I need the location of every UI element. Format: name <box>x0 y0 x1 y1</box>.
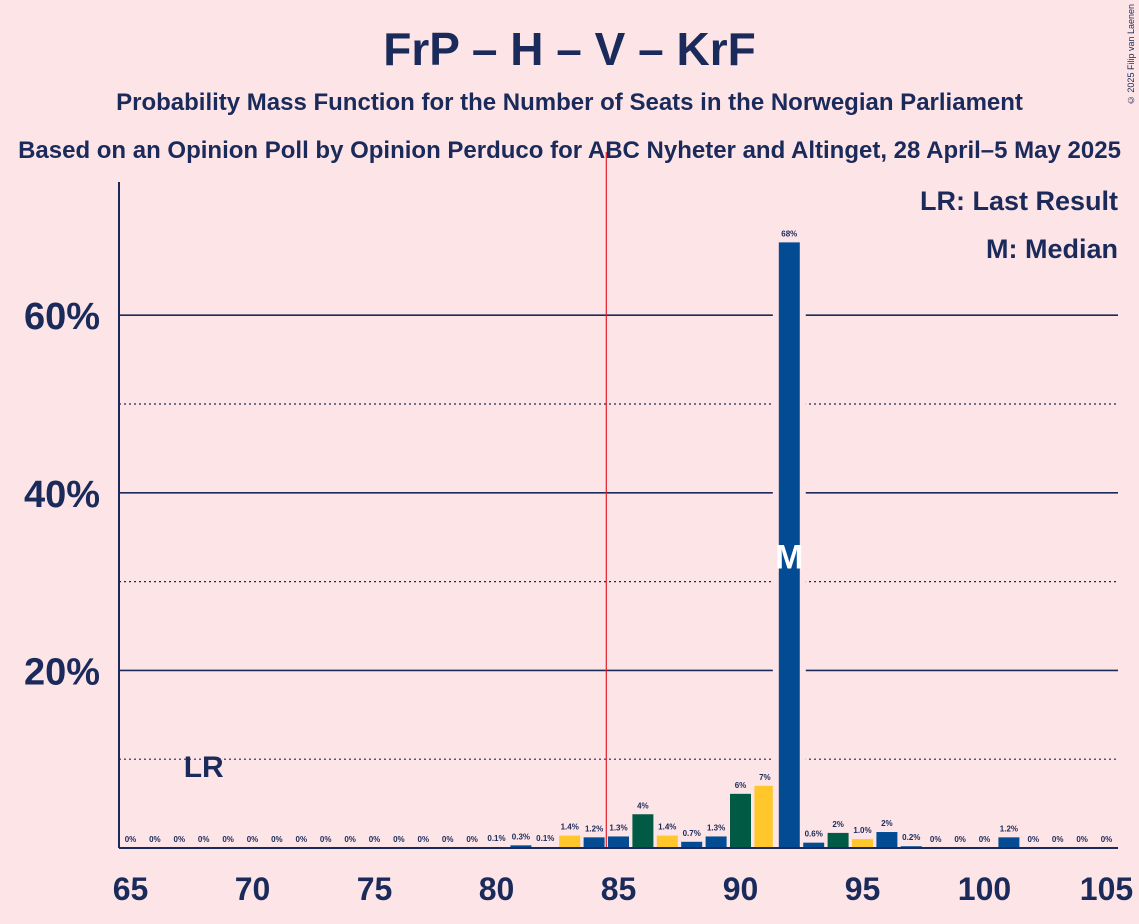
bar-label-seat-72: 0% <box>296 835 308 844</box>
bar-label-seat-100: 0% <box>979 835 991 844</box>
axes-group: 20% 40% 60% 65 70 75 80 85 90 95 100 105 <box>24 152 1133 907</box>
bar-label-seat-82: 0.1% <box>536 834 554 843</box>
bar-label-seat-66: 0% <box>149 835 161 844</box>
bar-seat-81 <box>510 845 532 848</box>
legend-median: M: Median <box>986 234 1118 264</box>
x-tick-label-70: 70 <box>235 871 271 907</box>
bar-label-seat-94: 2% <box>832 820 844 829</box>
bar-label-seat-86: 4% <box>637 801 649 810</box>
bar-label-seat-87: 1.4% <box>658 823 676 832</box>
bar-seat-88 <box>681 841 703 848</box>
bar-label-seat-104: 0% <box>1076 835 1088 844</box>
bar-seat-84 <box>583 837 605 848</box>
bar-seat-91 <box>754 785 776 848</box>
x-tick-label-75: 75 <box>357 871 393 907</box>
bars-group <box>486 240 1020 848</box>
bar-label-seat-99: 0% <box>954 835 966 844</box>
x-tick-label-85: 85 <box>601 871 637 907</box>
bar-label-seat-69: 0% <box>222 835 234 844</box>
median-marker: M <box>775 538 803 576</box>
bar-seat-86 <box>632 814 654 848</box>
bar-label-seat-89: 1.3% <box>707 823 725 832</box>
bar-seat-94 <box>827 832 849 848</box>
x-tick-label-100: 100 <box>958 871 1011 907</box>
bar-label-seat-74: 0% <box>344 835 356 844</box>
bar-label-seat-85: 1.3% <box>609 823 627 832</box>
bar-label-seat-97: 0.2% <box>902 833 920 842</box>
bar-label-seat-93: 0.6% <box>805 830 823 839</box>
bar-label-seat-83: 1.4% <box>561 823 579 832</box>
bar-seat-90 <box>730 793 751 848</box>
x-tick-label-65: 65 <box>113 871 149 907</box>
bar-label-seat-80: 0.1% <box>487 834 505 843</box>
bar-label-seat-76: 0% <box>393 835 405 844</box>
data-labels-group: 0% 0% 0% 0% 0% 0% 0% 0% 0% 0% 0% 0% 0% 0% 0% 0.1% 0.3% 0.… <box>125 229 1113 844</box>
x-tick-label-80: 80 <box>479 871 515 907</box>
x-tick-label-90: 90 <box>723 871 759 907</box>
bar-label-seat-71: 0% <box>271 835 283 844</box>
bar-label-seat-77: 0% <box>418 835 430 844</box>
y-tick-label-40: 40% <box>24 474 100 516</box>
bar-seat-95 <box>852 839 873 848</box>
bar-label-seat-65: 0% <box>125 835 137 844</box>
bar-seat-87 <box>656 835 678 848</box>
y-tick-label-60: 60% <box>24 296 100 338</box>
legend-last-result: LR: Last Result <box>920 186 1118 216</box>
bar-label-seat-105: 0% <box>1101 835 1113 844</box>
bar-label-seat-92: 68% <box>781 229 797 238</box>
bar-label-seat-90: 6% <box>735 781 747 790</box>
bar-label-seat-98: 0% <box>930 835 942 844</box>
bar-label-seat-75: 0% <box>369 835 381 844</box>
bar-seat-96 <box>876 832 898 848</box>
bar-label-seat-73: 0% <box>320 835 332 844</box>
chart-title: FrP – H – V – KrF <box>383 23 756 75</box>
bar-label-seat-81: 0.3% <box>512 832 530 841</box>
bar-label-seat-102: 0% <box>1028 835 1040 844</box>
chart-source: Based on an Opinion Poll by Opinion Perd… <box>18 137 1121 164</box>
bar-label-seat-88: 0.7% <box>683 829 701 838</box>
bar-label-seat-70: 0% <box>247 835 259 844</box>
grid-lines <box>119 314 1118 760</box>
chart-subtitle: Probability Mass Function for the Number… <box>116 89 1023 116</box>
bar-label-seat-96: 2% <box>881 819 893 828</box>
bar-seat-93 <box>803 842 825 848</box>
bar-label-seat-68: 0% <box>198 835 210 844</box>
y-tick-label-20: 20% <box>24 651 100 693</box>
bar-label-seat-79: 0% <box>466 835 478 844</box>
x-tick-label-95: 95 <box>845 871 881 907</box>
bar-seat-83 <box>559 835 581 848</box>
x-tick-label-105: 105 <box>1080 871 1133 907</box>
bar-label-seat-78: 0% <box>442 835 454 844</box>
last-result-marker: LR <box>184 751 224 784</box>
bar-label-seat-101: 1.2% <box>1000 824 1018 833</box>
bar-label-seat-84: 1.2% <box>585 824 603 833</box>
bar-label-seat-91: 7% <box>759 773 771 782</box>
bar-label-seat-95: 1.0% <box>853 826 871 835</box>
bar-seat-89 <box>705 836 727 848</box>
bar-seat-85 <box>608 836 629 848</box>
bar-label-seat-67: 0% <box>174 835 186 844</box>
bar-seat-101 <box>998 837 1020 848</box>
bar-label-seat-103: 0% <box>1052 835 1064 844</box>
bar-seat-92 <box>778 242 800 848</box>
